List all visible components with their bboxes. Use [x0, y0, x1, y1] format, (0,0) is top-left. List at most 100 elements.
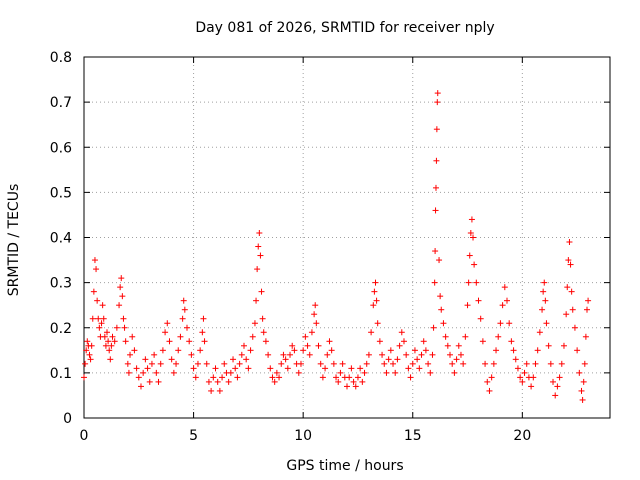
data-point	[131, 347, 138, 354]
data-point	[247, 347, 254, 354]
data-point	[464, 302, 471, 309]
data-point	[542, 297, 549, 304]
data-point	[339, 360, 346, 367]
data-point	[359, 378, 366, 385]
data-point	[280, 351, 287, 358]
data-point	[467, 229, 474, 236]
data-point	[344, 383, 350, 390]
data-point	[550, 378, 557, 385]
y-axis-label: SRMTID / TECUs	[6, 184, 22, 297]
data-point	[262, 338, 269, 345]
data-point	[337, 369, 344, 376]
data-point	[376, 338, 383, 345]
data-point	[381, 360, 388, 367]
data-point	[436, 257, 443, 264]
data-point	[315, 342, 322, 349]
data-point	[581, 360, 588, 367]
data-point	[199, 329, 206, 336]
data-point	[432, 207, 439, 214]
data-point	[371, 288, 378, 295]
data-point	[105, 338, 112, 345]
data-point	[431, 279, 438, 286]
y-tick-label: 0.4	[50, 231, 72, 247]
data-point	[471, 261, 478, 268]
data-point	[210, 374, 217, 381]
data-point	[313, 320, 320, 327]
data-point	[440, 320, 447, 327]
data-point	[403, 351, 410, 358]
data-point	[547, 360, 554, 367]
data-point	[517, 374, 524, 381]
data-point	[129, 333, 136, 340]
data-point	[532, 360, 539, 367]
y-tick-labels: 0 0.1 0.2 0.3 0.4 0.5 0.6 0.7 0.8	[50, 50, 72, 427]
data-point	[462, 333, 469, 340]
data-point	[205, 378, 212, 385]
data-point	[425, 360, 432, 367]
data-point	[574, 347, 581, 354]
x-tick-label: 10	[294, 428, 312, 444]
data-point	[243, 356, 250, 363]
data-point	[102, 342, 109, 349]
data-point	[146, 378, 153, 385]
data-point	[125, 369, 132, 376]
data-point	[95, 315, 102, 322]
data-point	[170, 369, 177, 376]
y-tick-label: 0.2	[50, 321, 72, 337]
data-point	[560, 342, 567, 349]
data-point	[521, 369, 528, 376]
data-point	[578, 387, 585, 394]
data-point	[251, 320, 258, 327]
grid-lines	[84, 57, 610, 418]
data-point	[493, 347, 500, 354]
data-point	[148, 360, 155, 367]
data-point	[451, 369, 458, 376]
data-point	[258, 288, 265, 295]
data-point	[88, 342, 95, 349]
data-point	[394, 356, 401, 363]
y-tick-label: 0.7	[50, 95, 72, 111]
data-point	[449, 360, 456, 367]
data-point	[117, 284, 124, 291]
data-point	[166, 338, 173, 345]
data-point	[208, 387, 215, 394]
data-point	[107, 356, 114, 363]
x-axis-label: GPS time / hours	[286, 458, 403, 474]
data-point	[539, 306, 546, 313]
data-point	[405, 365, 412, 372]
data-point	[543, 320, 550, 327]
data-point	[479, 338, 486, 345]
data-point	[495, 333, 502, 340]
data-point	[566, 239, 573, 246]
data-point	[225, 378, 232, 385]
data-point	[457, 351, 464, 358]
data-point	[312, 302, 319, 309]
data-point	[120, 315, 127, 322]
data-point	[418, 351, 425, 358]
data-point	[486, 387, 493, 394]
data-point	[90, 288, 97, 295]
data-point	[230, 356, 237, 363]
data-point	[571, 324, 578, 331]
data-point	[510, 347, 517, 354]
data-point	[475, 297, 482, 304]
data-point	[124, 360, 131, 367]
data-point	[497, 320, 504, 327]
data-point	[137, 383, 144, 390]
data-point	[214, 378, 221, 385]
data-point	[151, 351, 158, 358]
data-point	[536, 329, 543, 336]
data-point	[99, 302, 106, 309]
data-point	[109, 333, 116, 340]
data-point	[255, 243, 262, 250]
data-point	[324, 351, 331, 358]
data-point	[144, 365, 151, 372]
data-point	[470, 234, 477, 241]
data-point	[317, 360, 324, 367]
data-point	[519, 378, 526, 385]
data-point	[201, 338, 208, 345]
y-tick-label: 0.1	[50, 366, 72, 382]
data-point	[83, 347, 90, 354]
data-point	[583, 306, 590, 313]
data-point	[398, 329, 405, 336]
